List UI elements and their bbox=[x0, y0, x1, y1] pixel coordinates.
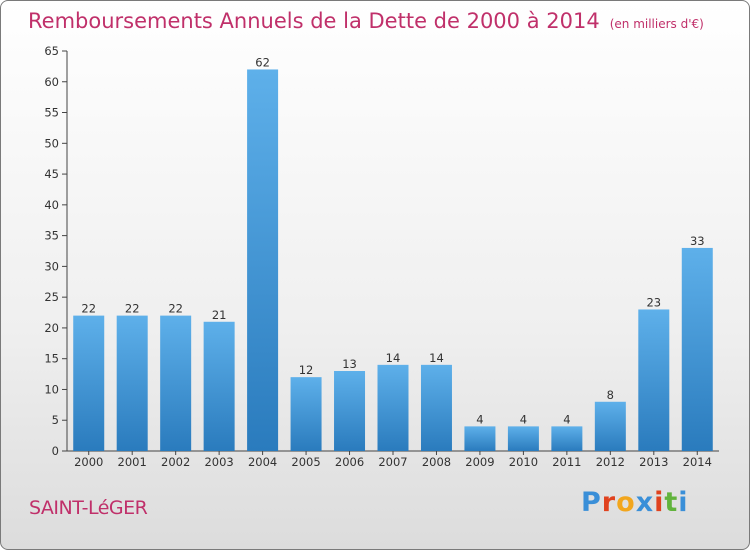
commune-name: SAINT-LéGER bbox=[29, 497, 148, 519]
logo-letter: t bbox=[664, 487, 679, 518]
logo-letter: i bbox=[654, 487, 665, 518]
logo-letter: r bbox=[601, 487, 617, 518]
y-tick-label: 40 bbox=[44, 198, 59, 212]
x-tick-label: 2005 bbox=[291, 455, 320, 469]
bar-value-label: 4 bbox=[520, 412, 527, 426]
y-tick-label: 10 bbox=[44, 382, 59, 396]
bar bbox=[377, 364, 409, 451]
y-tick-label: 15 bbox=[44, 352, 59, 366]
y-tick-label: 5 bbox=[52, 413, 59, 427]
x-tick-label: 2008 bbox=[422, 455, 451, 469]
bar bbox=[73, 315, 105, 451]
bar-value-label: 14 bbox=[386, 351, 401, 365]
x-tick-label: 2000 bbox=[74, 455, 103, 469]
bar-value-label: 22 bbox=[81, 302, 96, 316]
chart-title: Remboursements Annuels de la Dette de 20… bbox=[28, 9, 704, 33]
y-tick-label: 65 bbox=[44, 44, 59, 58]
bar-value-label: 22 bbox=[125, 302, 140, 316]
logo-letter: P bbox=[581, 487, 602, 518]
y-tick-label: 30 bbox=[44, 259, 59, 273]
bar-value-label: 23 bbox=[646, 295, 661, 309]
bar-value-label: 13 bbox=[342, 357, 357, 371]
y-tick-label: 35 bbox=[44, 229, 59, 243]
x-tick-label: 2002 bbox=[161, 455, 190, 469]
x-axis: 2000 2001 2002 2003 2004 2005 2006 2007 2008 2009… bbox=[67, 450, 719, 469]
bar bbox=[594, 401, 626, 451]
bar bbox=[638, 309, 670, 451]
y-tick-label: 25 bbox=[44, 290, 59, 304]
bar bbox=[507, 426, 539, 451]
title-text: Remboursements Annuels de la Dette de 20… bbox=[28, 9, 600, 33]
logo-letter: i bbox=[678, 487, 689, 518]
unit-label: (en milliers d'€) bbox=[609, 17, 704, 31]
x-tick-label: 2014 bbox=[683, 455, 712, 469]
x-tick-label: 2010 bbox=[509, 455, 538, 469]
bars bbox=[73, 69, 713, 451]
bar-value-label: 8 bbox=[607, 388, 614, 402]
bar bbox=[464, 426, 496, 451]
x-tick-label: 2001 bbox=[118, 455, 147, 469]
bar-value-label: 12 bbox=[299, 363, 314, 377]
y-tick-label: 45 bbox=[44, 167, 59, 181]
x-tick-label: 2011 bbox=[552, 455, 581, 469]
bar bbox=[247, 69, 279, 451]
bar-value-label: 21 bbox=[212, 308, 227, 322]
y-tick-label: 20 bbox=[44, 321, 59, 335]
x-tick-label: 2007 bbox=[378, 455, 407, 469]
bar bbox=[551, 426, 583, 451]
logo-letter: x bbox=[635, 487, 655, 518]
x-tick-label: 2004 bbox=[248, 455, 277, 469]
bar bbox=[203, 321, 235, 451]
y-tick-label: 60 bbox=[44, 75, 59, 89]
x-tick-label: 2006 bbox=[335, 455, 364, 469]
bar bbox=[334, 371, 366, 451]
y-tick-label: 0 bbox=[52, 444, 59, 458]
bar bbox=[681, 247, 713, 451]
data-labels: 22 22 22 21 62 12 13 14 14 4 4 4 8 23 33 bbox=[81, 55, 704, 426]
bar-value-label: 4 bbox=[563, 412, 570, 426]
y-tick-label: 55 bbox=[44, 106, 59, 120]
bar bbox=[160, 315, 192, 451]
bar-value-label: 4 bbox=[476, 412, 483, 426]
proxiti-logo[interactable]: Proxiti bbox=[581, 487, 689, 518]
y-axis: 0 5 10 15 20 25 30 35 40 45 50 55 60 65 bbox=[44, 44, 68, 458]
x-tick-label: 2013 bbox=[639, 455, 668, 469]
bar-value-label: 14 bbox=[429, 351, 444, 365]
y-tick-label: 50 bbox=[44, 136, 59, 150]
logo-letter: o bbox=[616, 487, 636, 518]
x-tick-label: 2003 bbox=[204, 455, 233, 469]
bar-value-label: 22 bbox=[168, 302, 183, 316]
bar bbox=[420, 364, 452, 451]
x-tick-label: 2012 bbox=[596, 455, 625, 469]
bar bbox=[290, 377, 322, 451]
bar-value-label: 62 bbox=[255, 55, 270, 69]
x-tick-label: 2009 bbox=[465, 455, 494, 469]
bar bbox=[116, 315, 148, 451]
bar-value-label: 33 bbox=[690, 234, 705, 248]
